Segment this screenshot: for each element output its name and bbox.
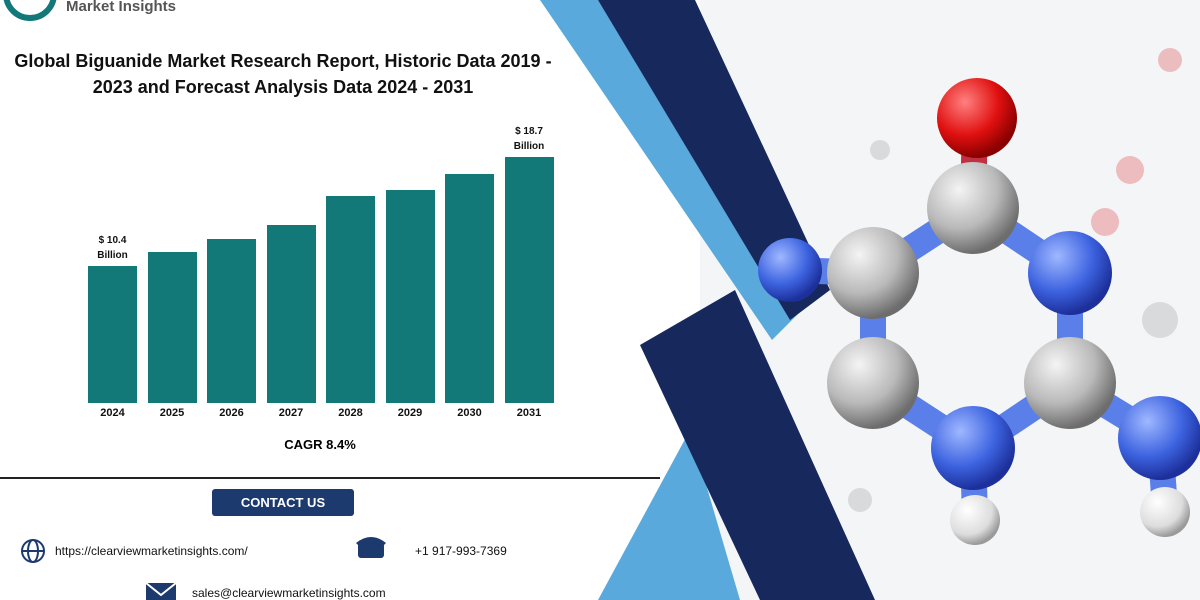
contact-button[interactable]: CONTACT US: [212, 489, 354, 516]
email[interactable]: sales@clearviewmarketinsights.com: [192, 586, 386, 600]
stripe: [598, 0, 830, 320]
annotation: CAGR 8.4%: [284, 437, 356, 452]
bar: [326, 196, 375, 403]
stripe: [598, 430, 740, 600]
stripe: [640, 290, 875, 600]
value-label: $ 10.4 Billion: [97, 235, 128, 262]
x-tick-label: 2025: [159, 407, 185, 419]
atoms: [758, 78, 1200, 545]
bar: [385, 189, 435, 403]
x-tick-label: 2030: [457, 407, 482, 419]
x-tick-label: 2026: [219, 407, 244, 419]
phone: +1 917-993-7369: [415, 544, 507, 558]
x-tick-label: 2029: [397, 407, 423, 419]
bar: [445, 174, 494, 403]
chart-title: Global Biguanide Market Research Report,…: [14, 51, 552, 97]
x-tick-label: 2031: [516, 407, 542, 419]
x-tick-label: 2024: [100, 407, 125, 419]
bar: [266, 225, 316, 403]
stripe: [540, 0, 812, 340]
x-tick-label: 2027: [278, 407, 304, 419]
blurred-molecules: [848, 48, 1182, 512]
mail-icon: [145, 582, 177, 600]
x-tick-label: 2028: [338, 407, 363, 419]
phone-icon: [356, 537, 386, 558]
bar: [88, 266, 137, 403]
brand: Market Insights: [66, 0, 177, 15]
website[interactable]: https://clearviewmarketinsights.com/: [55, 544, 248, 558]
value-label: $ 18.7 Billion: [513, 126, 545, 152]
bar: [504, 157, 554, 403]
bar: [147, 251, 197, 403]
logo: [3, 0, 57, 21]
bar: [207, 238, 256, 403]
globe-icon: [21, 539, 45, 563]
plot: 2024 $ 10.4 Billion 2025 2026 2027 2028 2029 20…: [0, 0, 600, 430]
